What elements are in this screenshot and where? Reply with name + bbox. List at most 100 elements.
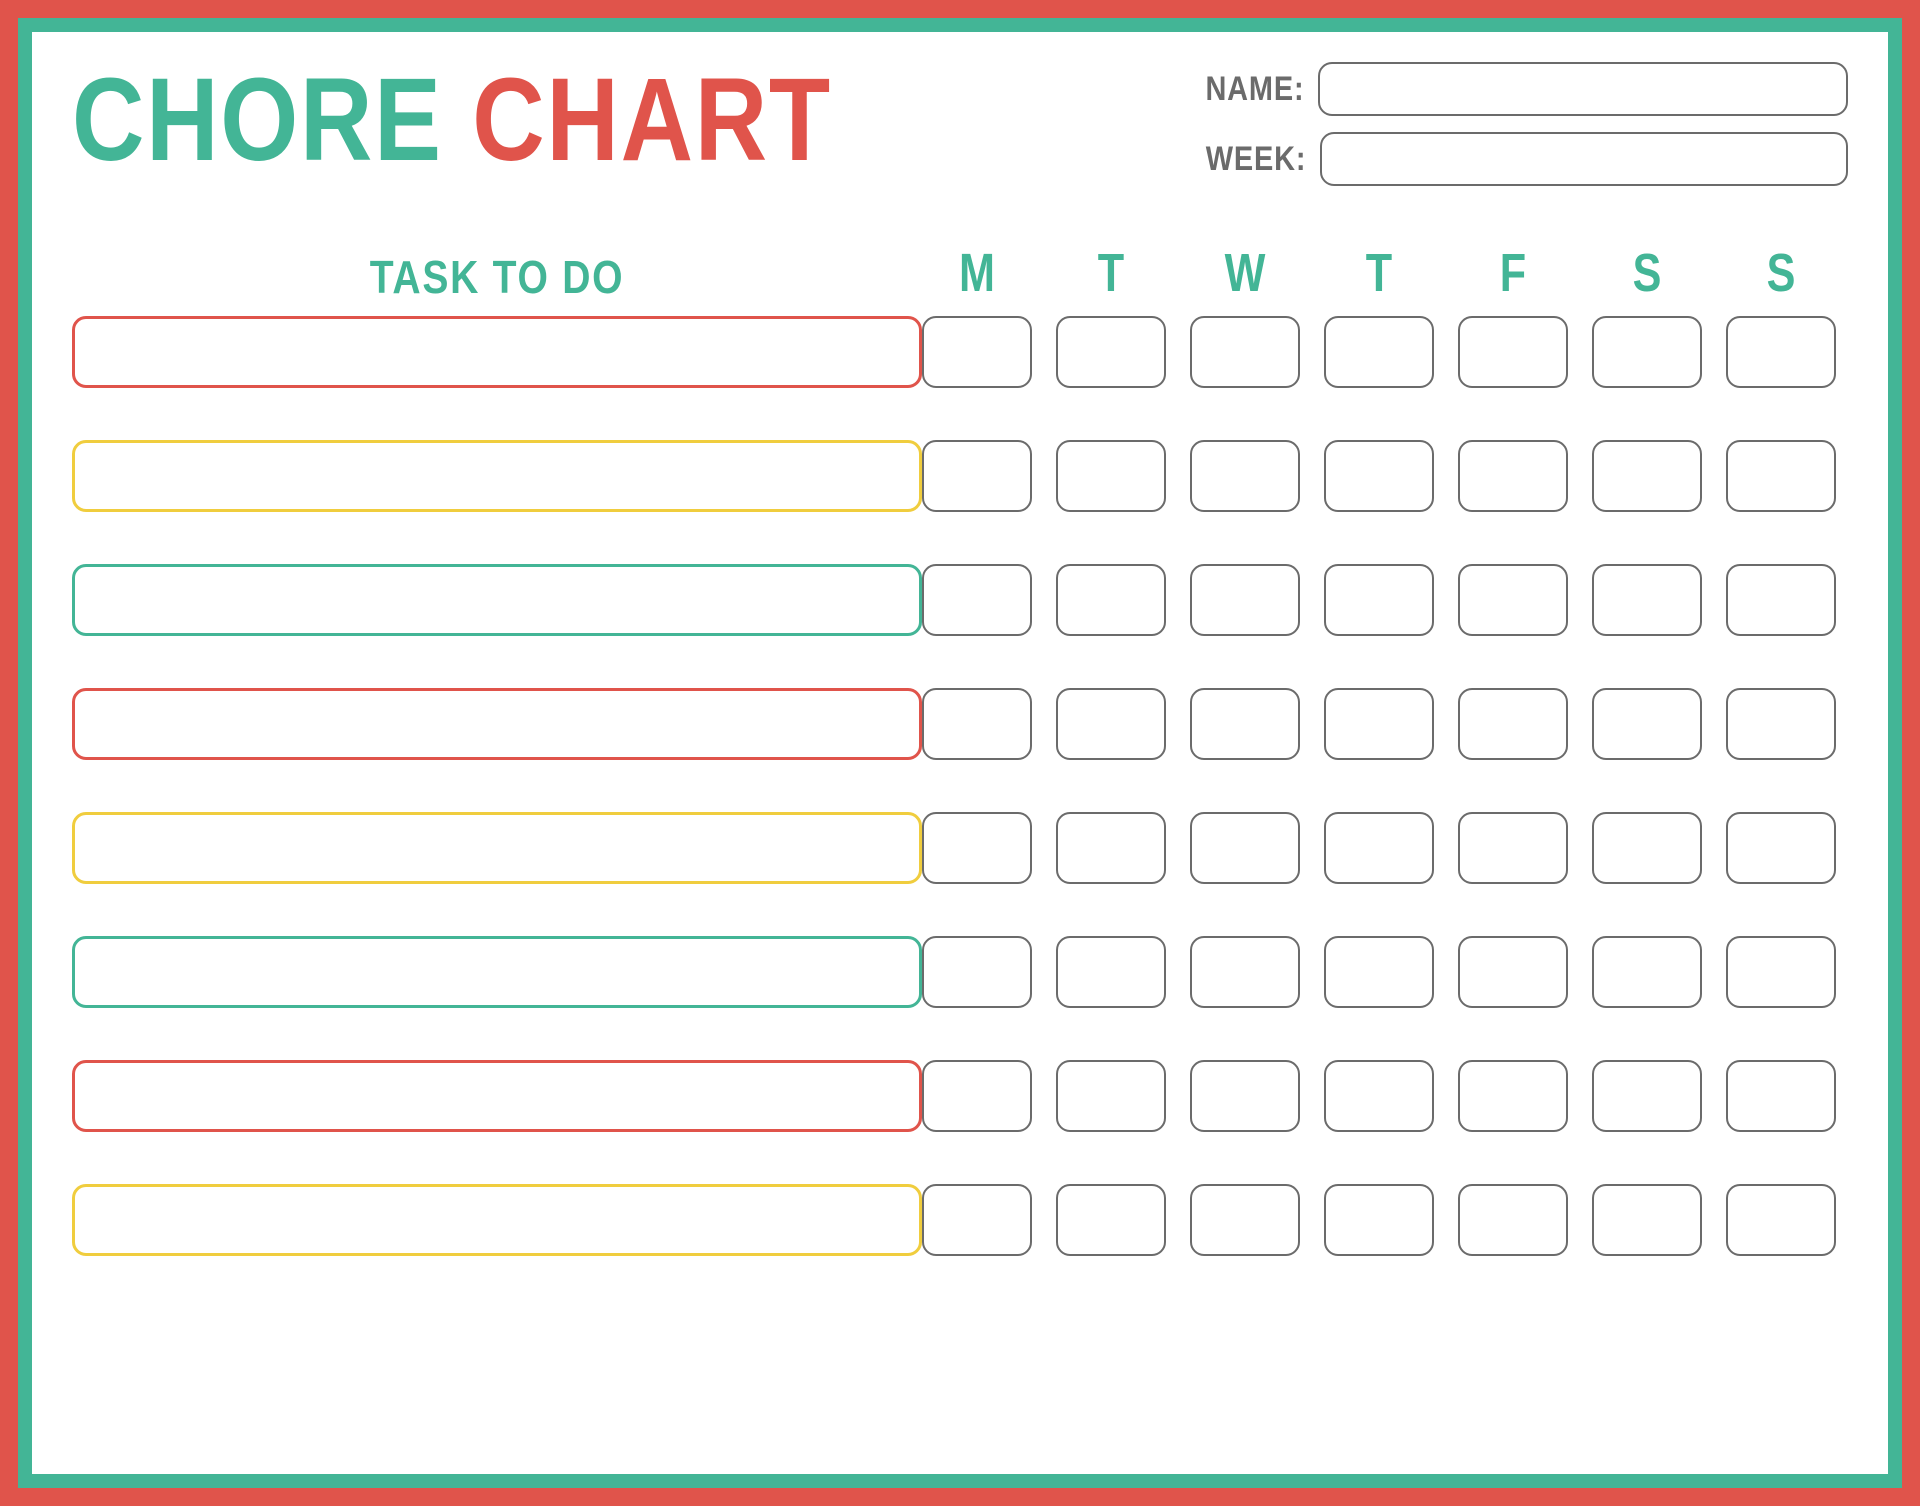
day-checkbox[interactable] [1458,564,1568,636]
day-checkbox[interactable] [1592,688,1702,760]
page-title: CHORE CHART [72,52,832,188]
day-checkbox[interactable] [1458,812,1568,884]
day-checkbox[interactable] [1458,688,1568,760]
day-checkbox[interactable] [1726,316,1836,388]
page-content: CHORE CHART NAME: WEEK: TASK TO DO MTW [32,32,1888,1474]
day-checkbox[interactable] [1056,1184,1166,1256]
name-label: NAME: [1205,70,1304,109]
day-checkbox[interactable] [1056,812,1166,884]
day-header: W [1201,242,1289,304]
task-input[interactable] [72,688,922,760]
day-checkbox[interactable] [1056,936,1166,1008]
day-checkbox[interactable] [922,316,1032,388]
day-checkbox[interactable] [1056,440,1166,512]
name-field-row: NAME: [1188,62,1848,116]
day-checkbox[interactable] [1190,688,1300,760]
day-checkbox[interactable] [1190,936,1300,1008]
day-checkbox[interactable] [1592,564,1702,636]
day-checkbox[interactable] [1726,564,1836,636]
task-column-header: TASK TO DO [136,250,859,304]
title-word-1: CHORE [72,54,443,186]
chore-row [72,1060,1848,1132]
day-headers: MTWTFSS [922,242,1836,304]
day-header: F [1469,242,1557,304]
info-fields: NAME: WEEK: [1188,52,1848,202]
day-checkbox[interactable] [1726,688,1836,760]
task-input[interactable] [72,936,922,1008]
day-checkbox[interactable] [1056,564,1166,636]
day-checkbox[interactable] [922,688,1032,760]
checkbox-group [922,812,1836,884]
day-checkbox[interactable] [1324,812,1434,884]
day-checkbox[interactable] [1592,1060,1702,1132]
day-header: S [1737,242,1825,304]
chore-row [72,316,1848,388]
day-header: M [933,242,1021,304]
day-checkbox[interactable] [1324,1060,1434,1132]
title-word-2: CHART [472,54,832,186]
day-checkbox[interactable] [1324,316,1434,388]
day-checkbox[interactable] [1726,1184,1836,1256]
day-checkbox[interactable] [1458,316,1568,388]
task-input[interactable] [72,1060,922,1132]
day-checkbox[interactable] [1458,936,1568,1008]
day-header: T [1335,242,1423,304]
day-checkbox[interactable] [1056,1060,1166,1132]
day-checkbox[interactable] [922,812,1032,884]
day-checkbox[interactable] [1190,316,1300,388]
checkbox-group [922,936,1836,1008]
task-input[interactable] [72,1184,922,1256]
week-field-row: WEEK: [1188,132,1848,186]
header: CHORE CHART NAME: WEEK: [72,52,1848,202]
day-checkbox[interactable] [1592,440,1702,512]
chore-row [72,440,1848,512]
day-checkbox[interactable] [1324,1184,1434,1256]
day-checkbox[interactable] [1324,440,1434,512]
day-checkbox[interactable] [1190,564,1300,636]
inner-frame: CHORE CHART NAME: WEEK: TASK TO DO MTW [18,18,1902,1488]
day-checkbox[interactable] [1190,1060,1300,1132]
week-label: WEEK: [1206,140,1307,179]
day-checkbox[interactable] [1056,688,1166,760]
task-input[interactable] [72,316,922,388]
day-checkbox[interactable] [1592,812,1702,884]
rows-container [72,316,1848,1256]
day-checkbox[interactable] [922,1184,1032,1256]
day-checkbox[interactable] [1726,1060,1836,1132]
checkbox-group [922,440,1836,512]
day-checkbox[interactable] [1592,1184,1702,1256]
name-input[interactable] [1318,62,1848,116]
task-input[interactable] [72,440,922,512]
day-checkbox[interactable] [1458,1060,1568,1132]
day-checkbox[interactable] [922,1060,1032,1132]
day-checkbox[interactable] [1592,316,1702,388]
chore-row [72,812,1848,884]
week-input[interactable] [1320,132,1848,186]
day-checkbox[interactable] [1190,812,1300,884]
day-checkbox[interactable] [922,564,1032,636]
day-checkbox[interactable] [1726,812,1836,884]
day-checkbox[interactable] [1056,316,1166,388]
day-checkbox[interactable] [922,440,1032,512]
day-checkbox[interactable] [1324,688,1434,760]
day-checkbox[interactable] [1592,936,1702,1008]
checkbox-group [922,564,1836,636]
checkbox-group [922,1184,1836,1256]
day-checkbox[interactable] [1726,936,1836,1008]
day-checkbox[interactable] [1726,440,1836,512]
task-input[interactable] [72,812,922,884]
chore-row [72,936,1848,1008]
day-checkbox[interactable] [922,936,1032,1008]
day-header: T [1067,242,1155,304]
checkbox-group [922,316,1836,388]
day-checkbox[interactable] [1190,440,1300,512]
day-checkbox[interactable] [1324,564,1434,636]
chore-row [72,688,1848,760]
task-input[interactable] [72,564,922,636]
chore-row [72,1184,1848,1256]
day-checkbox[interactable] [1458,1184,1568,1256]
checkbox-group [922,1060,1836,1132]
day-checkbox[interactable] [1458,440,1568,512]
day-checkbox[interactable] [1324,936,1434,1008]
day-checkbox[interactable] [1190,1184,1300,1256]
